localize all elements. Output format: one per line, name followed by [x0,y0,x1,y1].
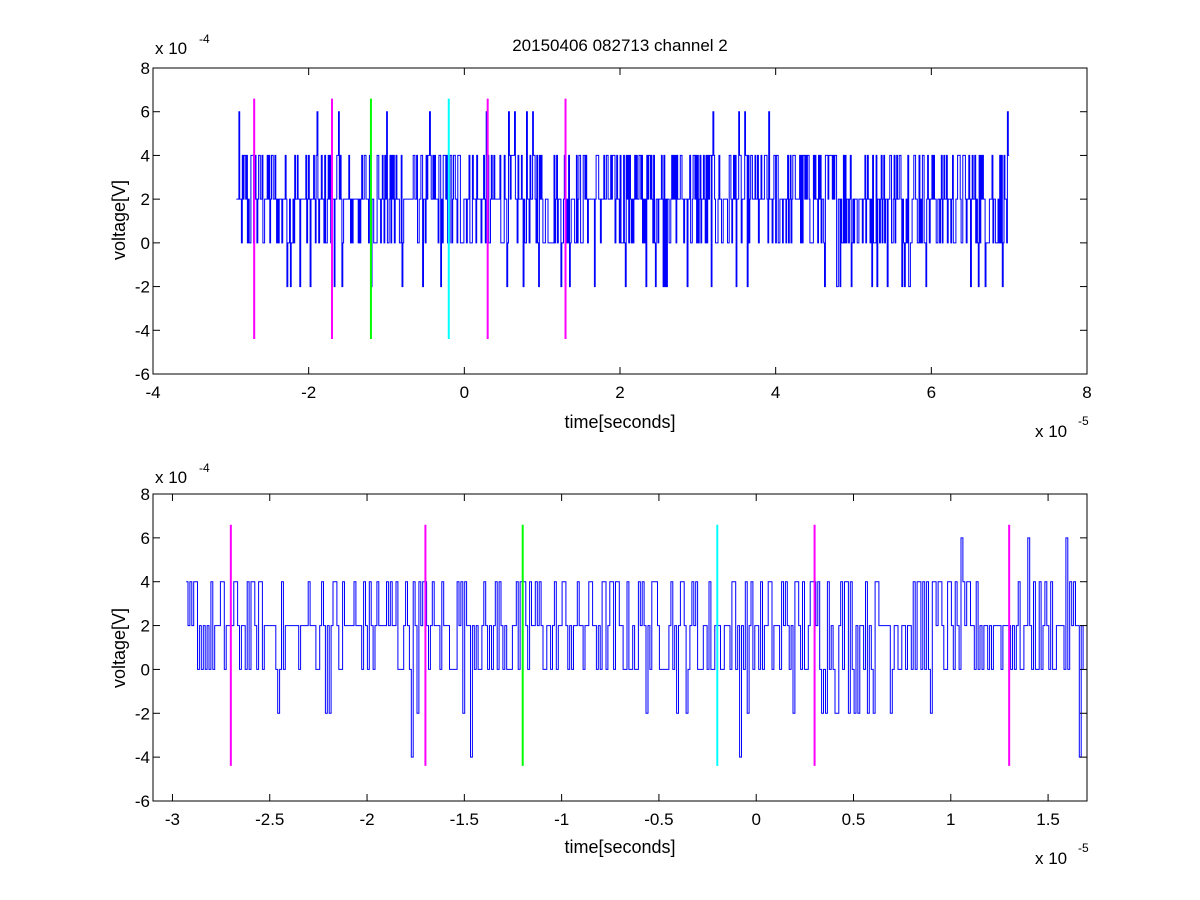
top-y-exponent-power: -4 [199,32,210,46]
x-tick-label: 0 [460,383,469,402]
top-y-axis-label: voltage[V] [109,180,129,260]
x-tick-label: -3 [165,810,180,829]
y-tick-label: 0 [141,660,150,679]
y-tick-label: -6 [135,365,150,384]
x-tick-label: 1 [946,810,955,829]
x-tick-label: 8 [1082,383,1091,402]
bottom-y-exponent-power: -4 [199,461,210,475]
top-y-exponent-base: x 10 [155,39,187,58]
top-x-exponent-base: x 10 [1035,422,1067,441]
x-tick-label: 2 [615,383,624,402]
top-x-exponent-power: -5 [1078,414,1089,428]
bottom-x-exponent-power: -5 [1078,841,1089,855]
top-plot: x 10 -4 x 10 -5 time[seconds] voltage[V]… [109,32,1092,441]
y-tick-label: -4 [135,748,150,767]
y-tick-label: 4 [141,146,150,165]
x-tick-label: 0 [751,810,760,829]
y-tick-label: 4 [141,573,150,592]
y-tick-label: -6 [135,792,150,811]
y-tick-label: 6 [141,103,150,122]
x-tick-label: -2.5 [255,810,284,829]
x-tick-label: -1 [554,810,569,829]
signal-trace [236,111,1010,288]
y-tick-label: -2 [135,704,150,723]
figure-title: 20150406 082713 channel 2 [512,36,728,55]
top-x-axis-label: time[seconds] [564,412,675,432]
bottom-x-axis-label: time[seconds] [564,837,675,857]
y-tick-label: 2 [141,617,150,636]
bottom-y-exponent-base: x 10 [155,468,187,487]
x-tick-label: -2 [359,810,374,829]
x-tick-label: -0.5 [644,810,673,829]
bottom-x-exponent-base: x 10 [1035,849,1067,868]
y-tick-label: -4 [135,321,150,340]
x-tick-label: -1.5 [450,810,479,829]
signal-trace [186,537,1084,758]
y-tick-label: -2 [135,278,150,297]
x-tick-label: 0.5 [842,810,866,829]
y-tick-label: 2 [141,190,150,209]
x-tick-label: -4 [145,383,160,402]
bottom-y-axis-label: voltage[V] [109,608,129,688]
x-tick-label: 6 [927,383,936,402]
y-tick-label: 8 [141,485,150,504]
y-tick-label: 0 [141,234,150,253]
y-tick-label: 6 [141,529,150,548]
x-tick-label: 4 [771,383,780,402]
x-tick-label: -2 [301,383,316,402]
bottom-plot: x 10 -4 x 10 -5 time[seconds] voltage[V]… [109,461,1089,868]
y-tick-label: 8 [141,59,150,78]
x-tick-label: 1.5 [1036,810,1060,829]
axes-box [152,493,1088,802]
